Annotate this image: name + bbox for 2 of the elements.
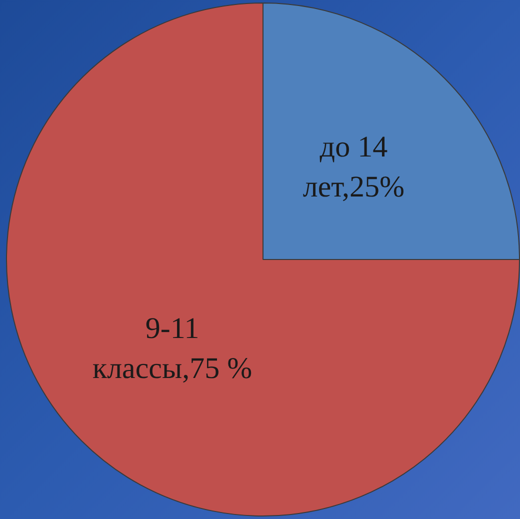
slice-label: до 14 лет,25% bbox=[302, 130, 405, 204]
slice-label: 9-11 классы,75 % bbox=[92, 312, 252, 386]
